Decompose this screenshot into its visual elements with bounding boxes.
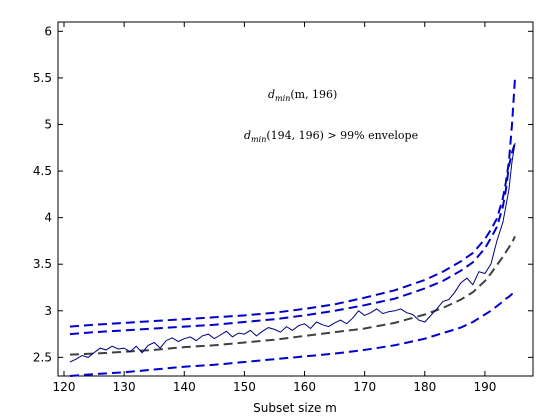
y-tick-label: 2.5 [33, 350, 52, 364]
series-layer [69, 77, 516, 377]
axis-ticks: 120 130 140 150 160 170 180 190 2.5 3 3.5 4 4.5 5 5.5 6 [33, 22, 533, 394]
annotation-dmin-m-text: (m, 196) [290, 88, 337, 101]
x-tick-label: 130 [113, 380, 136, 394]
y-tick-label: 5.5 [33, 71, 52, 85]
x-tick-label: 180 [413, 380, 436, 394]
x-tick-label: 170 [353, 380, 376, 394]
x-tick-label: 160 [293, 380, 316, 394]
annotation-dmin-envelope-subscript: min [251, 135, 266, 144]
series-line-lower-envelope [69, 291, 516, 377]
series-line-observed [69, 143, 516, 363]
annotation-dmin-m-prefix: d [268, 88, 275, 101]
y-tick-label: 5 [44, 117, 52, 131]
annotation-dmin-envelope: dmin(194, 196) > 99% envelope [244, 129, 418, 144]
annotation-dmin-envelope-prefix: d [244, 129, 251, 142]
series-line-upper-envelope-95 [69, 142, 516, 336]
x-tick-label: 120 [53, 380, 76, 394]
series-line-upper-envelope-99 [69, 77, 516, 328]
y-tick-label: 4.5 [33, 164, 52, 178]
annotation-dmin-envelope-text: (194, 196) > 99% envelope [266, 129, 418, 142]
y-tick-label: 3.5 [33, 257, 52, 271]
x-tick-label: 190 [473, 380, 496, 394]
annotation-dmin-m-subscript: min [275, 94, 290, 103]
series-line-median-envelope [69, 235, 516, 356]
y-tick-label: 6 [44, 24, 52, 38]
x-tick-label: 140 [173, 380, 196, 394]
x-axis-title: Subset size m [253, 401, 337, 415]
y-tick-label: 4 [44, 211, 52, 225]
x-tick-label: 150 [233, 380, 256, 394]
y-tick-label: 3 [44, 304, 52, 318]
annotation-dmin-m: dmin(m, 196) [268, 88, 337, 103]
